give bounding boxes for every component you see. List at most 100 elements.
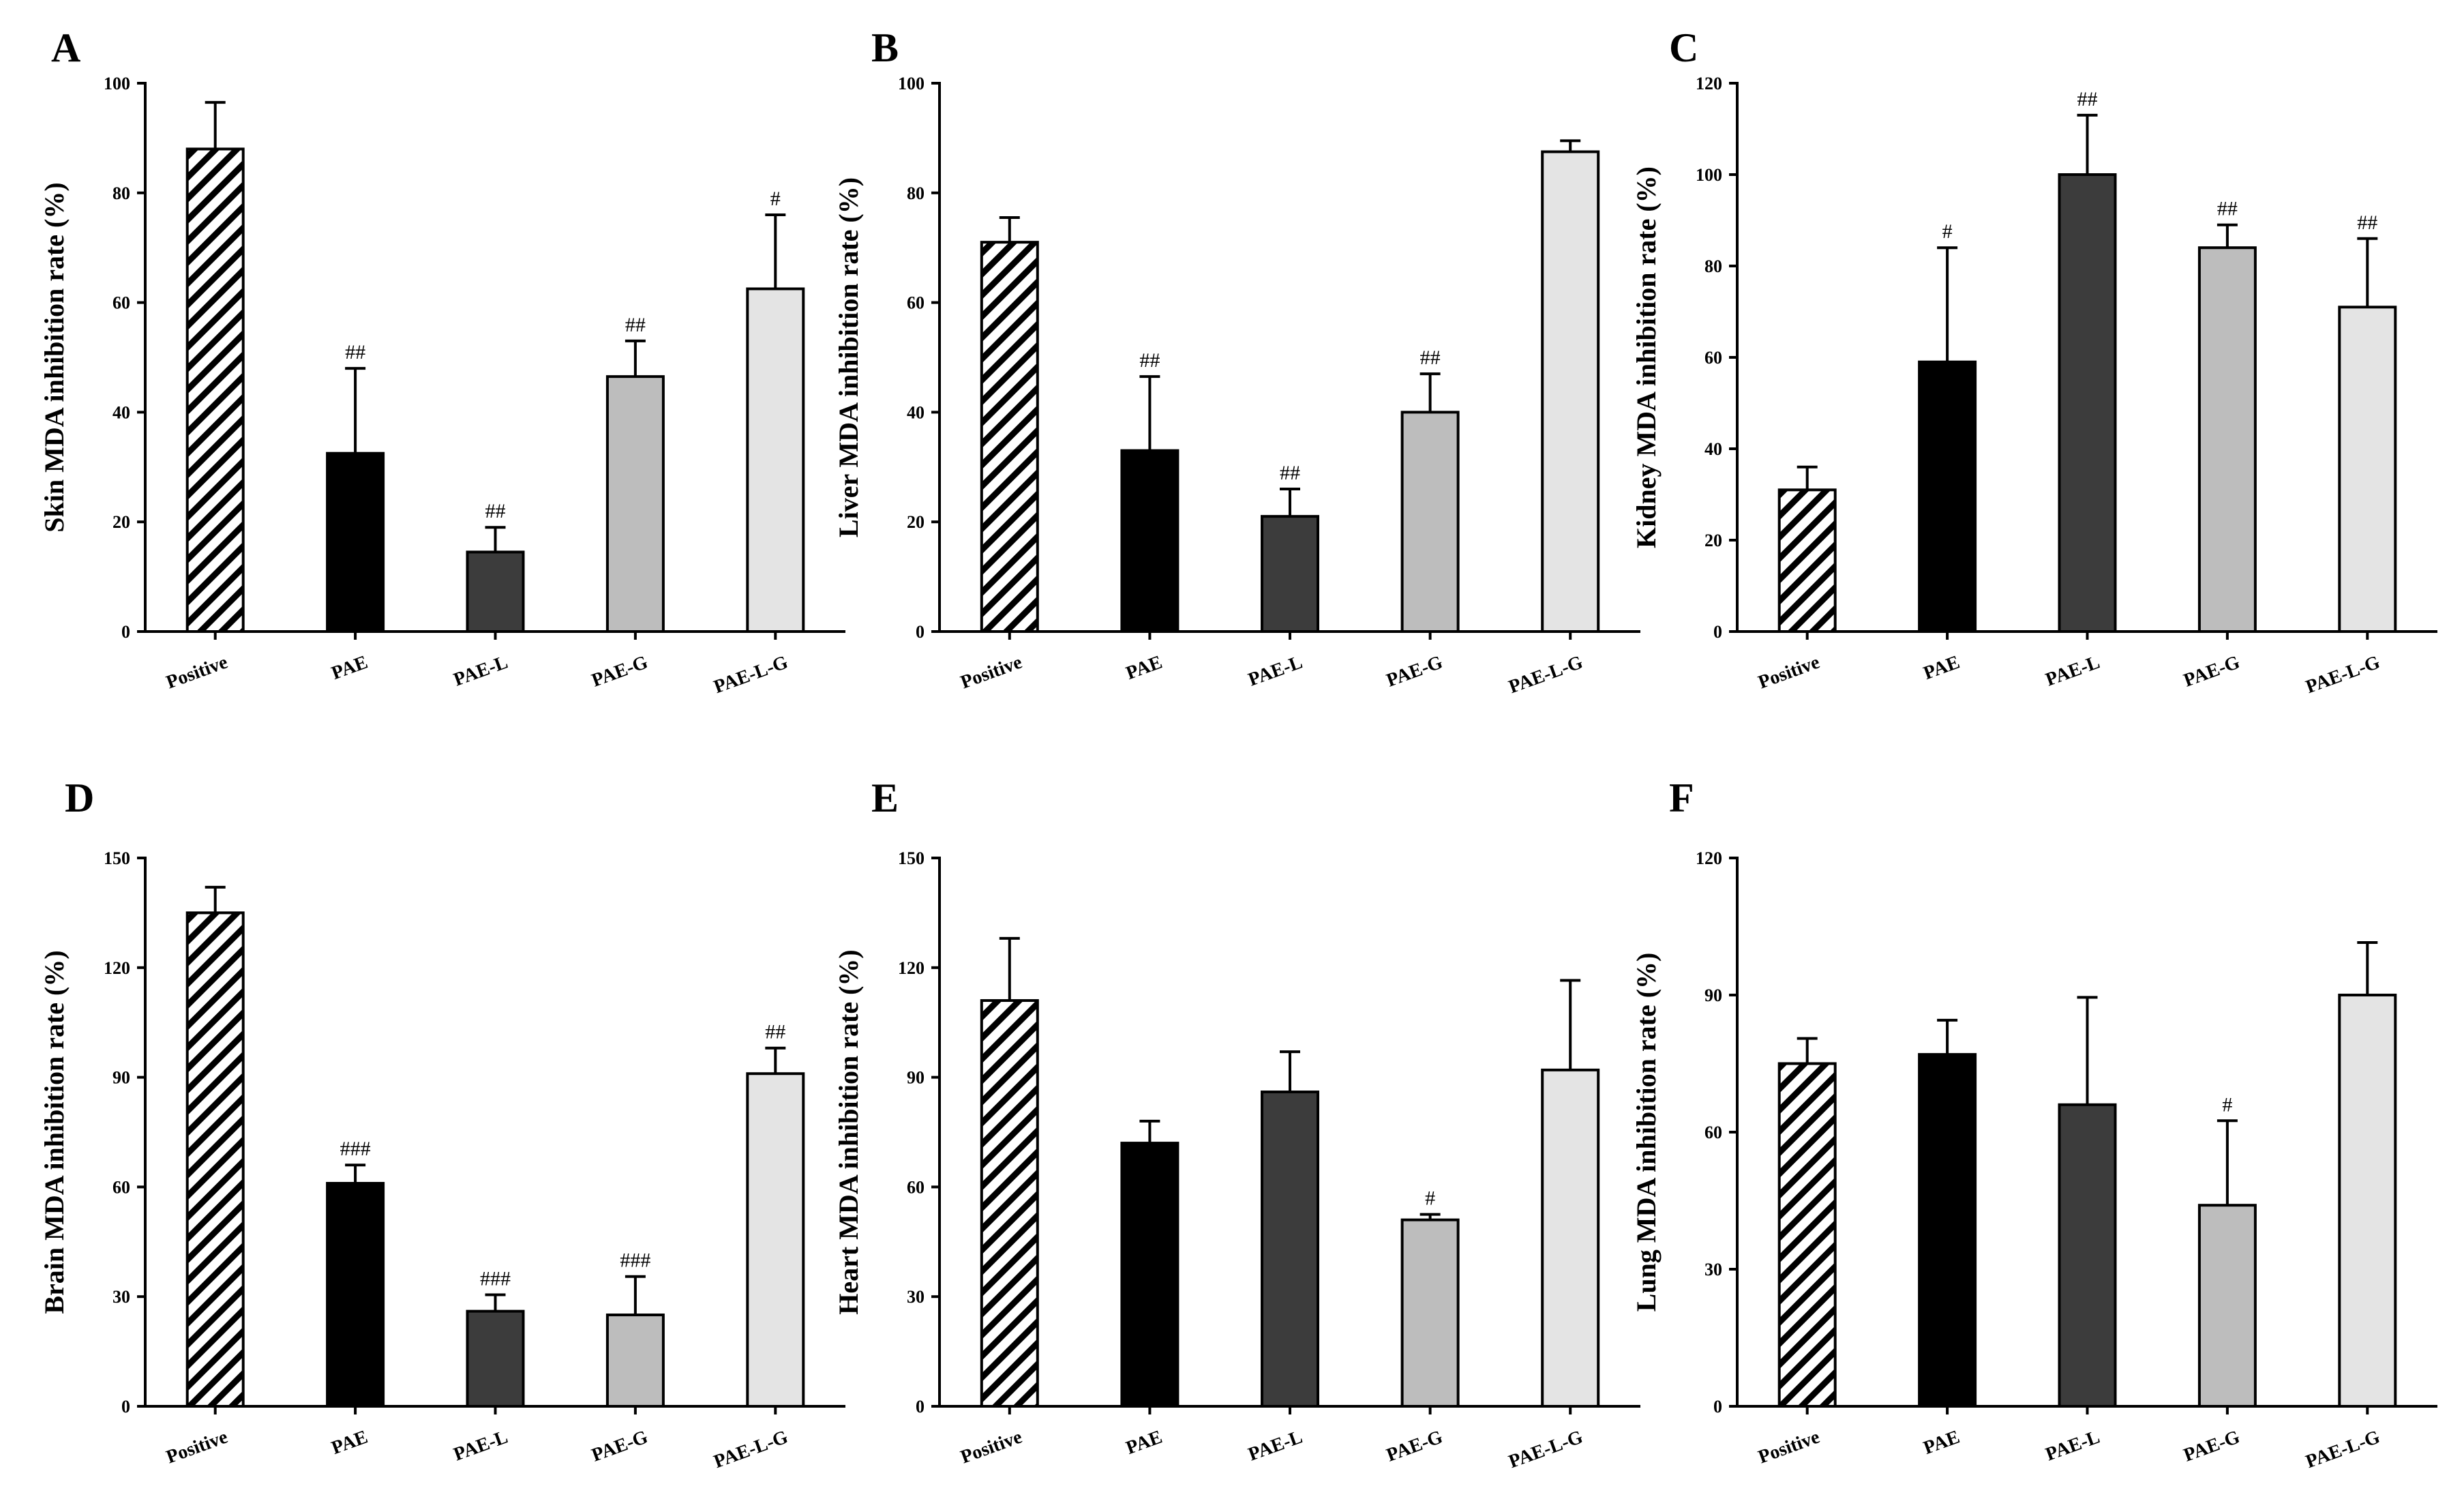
panel-b-y-tick-label: 0 [916, 622, 925, 642]
panel-e-category-label: PAE-G [1383, 1426, 1445, 1466]
panel-b-category-label: PAE-G [1383, 651, 1445, 691]
panel-e-category-label: PAE-L-G [1506, 1426, 1586, 1472]
panel-e-bar-pae [1120, 1142, 1180, 1408]
panel-f-y-tick-label: 30 [1704, 1260, 1722, 1279]
panel-d-y-axis-label: Brain MDA inhibition rate (%) [39, 950, 70, 1314]
panel-f-category-label: PAE-G [2181, 1426, 2243, 1466]
panel-c-y-tick-label: 0 [1713, 622, 1722, 642]
panel-c-y-axis-label: Kidney MDA inhibition rate (%) [1631, 166, 1662, 548]
panel-a-significance-label: ## [485, 500, 506, 522]
panel-d-category-label: PAE-L [451, 1426, 511, 1465]
panel-c-bar-pae-g [2197, 246, 2257, 633]
panel-d-letter: D [65, 775, 94, 820]
panel-a-y-tick-label: 20 [112, 512, 130, 532]
panel-d-category-label: PAE-L-G [711, 1426, 791, 1472]
panel-b-bar-pae [1120, 449, 1180, 633]
panel-a-significance-label: ## [345, 341, 365, 364]
panel-c-y-tick-label: 100 [1696, 165, 1722, 185]
panel-e-bar-pae-g [1400, 1218, 1460, 1408]
panel-f-significance-label: # [2222, 1093, 2232, 1116]
panel-c-category-label: PAE [1921, 651, 1962, 684]
panel-b-y-tick-label: 40 [907, 402, 925, 422]
panel-d-significance-label: ### [340, 1138, 371, 1160]
panel-f-y-tick-label: 120 [1696, 848, 1722, 868]
panel-e-y-axis-label: Heart MDA inhibition rate (%) [833, 949, 864, 1315]
panel-e-y-tick-label: 60 [907, 1177, 925, 1197]
panel-a-category-label: Positive [164, 651, 230, 693]
panel-a-significance-label: # [770, 188, 781, 210]
panel-c-letter: C [1669, 25, 1698, 70]
panel-a-y-tick-label: 60 [112, 293, 130, 313]
panel-f-category-label: PAE-L-G [2303, 1426, 2383, 1472]
panel-a-bar-pae-g [605, 375, 665, 633]
panel-e-letter: E [871, 775, 899, 820]
panel-b-category-label: PAE [1124, 651, 1165, 684]
panel-c-category-label: PAE-L-G [2303, 651, 2383, 698]
panel-a-category-label: PAE-G [589, 651, 651, 691]
panel-d-y-tick-label: 120 [104, 958, 130, 978]
panel-c-y-tick-label: 60 [1704, 348, 1722, 368]
panel-d-category-label: Positive [164, 1426, 230, 1468]
panel-e-y-tick-label: 120 [898, 958, 925, 978]
panel-f-bar-pae-g [2197, 1204, 2257, 1408]
panel-f-y-tick-label: 60 [1704, 1123, 1722, 1142]
panel-e-bar-pae-l [1261, 1091, 1319, 1408]
panel-a-category-label: PAE-L-G [711, 651, 791, 698]
panel-c-category-label: PAE-G [2181, 651, 2243, 691]
panel-d-category-label: PAE [329, 1426, 370, 1459]
panel-a-y-tick-label: 80 [112, 183, 130, 203]
panel-c-y-tick-label: 120 [1696, 74, 1722, 93]
panel-a-category-label: PAE-L [451, 651, 511, 690]
panel-f-bar-pae [1918, 1053, 1977, 1408]
panel-e-y-tick-label: 0 [916, 1397, 925, 1417]
panel-d-bar-pae-l [466, 1309, 525, 1408]
panel-d-category-label: PAE-G [589, 1426, 651, 1466]
panel-f-bar-positive [1777, 1062, 1837, 1408]
panel-b-y-axis-label: Liver MDA inhibition rate (%) [833, 177, 864, 537]
panel-e-bar-positive [980, 999, 1039, 1408]
panel-d-y-tick-label: 90 [112, 1068, 130, 1088]
panel-c-bar-pae [1918, 360, 1977, 633]
panel-b-y-tick-label: 80 [907, 183, 925, 203]
panel-c-y-tick-label: 20 [1704, 531, 1722, 550]
panel-d-bar-pae-l-g [746, 1072, 805, 1408]
panel-a-y-tick-label: 100 [104, 74, 130, 93]
panel-d-bar-pae [326, 1182, 385, 1408]
panel-b-letter: B [871, 25, 899, 70]
panel-d-y-tick-label: 30 [112, 1287, 130, 1307]
panel-a-significance-label: ## [625, 314, 646, 336]
panel-d-significance-label: ### [480, 1268, 511, 1290]
panel-f-bar-pae-l-g [2338, 994, 2397, 1408]
panel-c-bar-pae-l-g [2338, 306, 2397, 633]
panel-b-significance-label: ## [1139, 349, 1160, 372]
panel-b-category-label: PAE-L-G [1506, 651, 1586, 698]
panel-f-y-tick-label: 90 [1704, 985, 1722, 1005]
panel-e-significance-label: # [1425, 1187, 1435, 1210]
panel-d-bar-pae-g [605, 1314, 665, 1408]
panel-c-significance-label: ## [2217, 198, 2238, 220]
panel-a-category-label: PAE [329, 651, 370, 684]
panel-a-letter: A [51, 25, 80, 70]
panel-c-category-label: PAE-L [2043, 651, 2103, 690]
panel-b-bar-pae-l [1261, 515, 1319, 633]
panel-f-category-label: PAE [1921, 1426, 1962, 1459]
panel-a-bar-pae-l [466, 550, 525, 633]
panel-f-letter: F [1669, 775, 1694, 820]
panel-b-bar-pae-g [1400, 411, 1460, 634]
panel-d-y-tick-label: 60 [112, 1177, 130, 1197]
panel-c-y-tick-label: 80 [1704, 256, 1722, 276]
panel-c-significance-label: ## [2077, 88, 2098, 110]
panel-a-bar-positive [185, 147, 245, 634]
panel-f-category-label: Positive [1756, 1426, 1822, 1468]
panel-a-bar-pae-l-g [746, 287, 805, 633]
panel-e-y-tick-label: 30 [907, 1287, 925, 1307]
panel-b-bar-pae-l-g [1541, 150, 1600, 633]
panel-b-y-tick-label: 20 [907, 512, 925, 532]
panel-d-bar-positive [185, 911, 245, 1408]
panel-f-bar-pae-l [2058, 1103, 2117, 1408]
panel-b-category-label: PAE-L [1246, 651, 1306, 690]
panel-f-y-tick-label: 0 [1713, 1397, 1722, 1417]
panel-b-y-tick-label: 100 [898, 74, 925, 93]
